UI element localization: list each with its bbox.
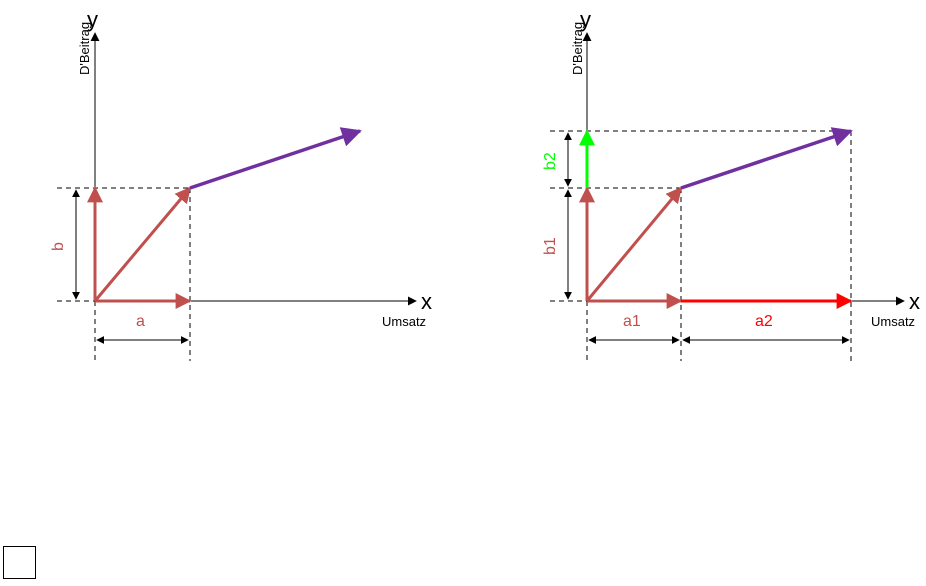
left-vector-diagonal [93,186,192,302]
right-label-b1: b1 [542,237,559,255]
right-x-axis-name: Umsatz [871,314,915,329]
right-y-axis-name: D'Beitrag [570,22,585,75]
left-y-axis-name: D'Beitrag [77,22,92,75]
right-label-a2: a2 [755,313,773,330]
right-y-axis-letter: y [580,7,591,32]
left-diagram: y D'Beitrag x Umsatz a b [50,7,432,361]
left-guide-lines [57,187,191,361]
right-x-axis-letter: x [909,289,920,314]
right-label-b2: b2 [542,152,559,170]
left-x-axis-letter: x [421,289,432,314]
left-label-a: a [136,313,145,330]
left-y-axis-letter: y [87,7,98,32]
empty-square-box [3,546,36,579]
right-label-a1: a1 [623,313,641,330]
right-vector-diagonal [585,186,683,302]
right-guide-lines [550,130,852,361]
left-label-b: b [50,242,67,251]
left-vector-resultant [189,127,362,190]
right-vector-resultant [680,127,853,190]
left-x-axis-name: Umsatz [382,314,426,329]
right-diagram: y D'Beitrag x Umsatz a1 a2 b1 b2 [542,7,920,361]
